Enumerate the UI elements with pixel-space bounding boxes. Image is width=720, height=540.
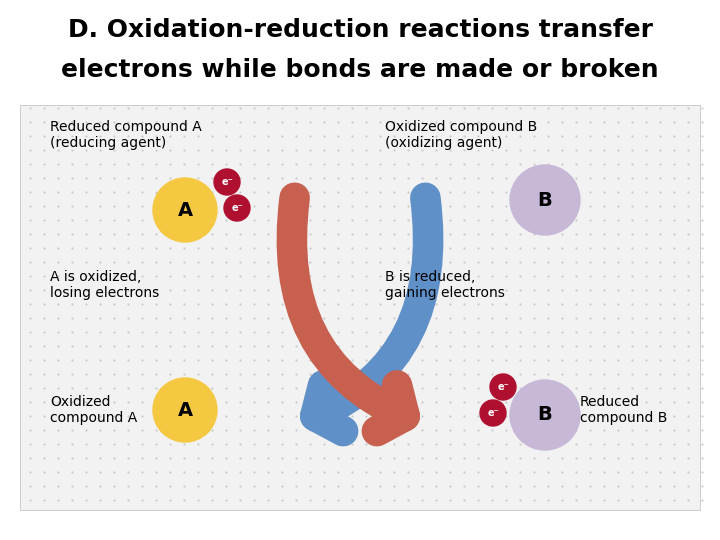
Text: electrons while bonds are made or broken: electrons while bonds are made or broken: [61, 58, 659, 82]
FancyArrowPatch shape: [315, 198, 428, 431]
Circle shape: [153, 178, 217, 242]
Text: Reduced
compound B: Reduced compound B: [580, 395, 667, 425]
Text: B: B: [538, 191, 552, 210]
Text: e⁻: e⁻: [497, 382, 509, 392]
Text: e⁻: e⁻: [231, 203, 243, 213]
Text: B is reduced,
gaining electrons: B is reduced, gaining electrons: [385, 270, 505, 300]
Text: A is oxidized,
losing electrons: A is oxidized, losing electrons: [50, 270, 159, 300]
Text: B: B: [538, 406, 552, 424]
Circle shape: [153, 378, 217, 442]
Text: Oxidized compound B
(oxidizing agent): Oxidized compound B (oxidizing agent): [385, 120, 537, 150]
Text: e⁻: e⁻: [487, 408, 499, 418]
Text: A: A: [177, 200, 192, 219]
Text: A: A: [177, 401, 192, 420]
Text: e⁻: e⁻: [221, 177, 233, 187]
Circle shape: [510, 165, 580, 235]
Circle shape: [510, 380, 580, 450]
Circle shape: [490, 374, 516, 400]
FancyArrowPatch shape: [292, 198, 405, 431]
Text: D. Oxidation-reduction reactions transfer: D. Oxidation-reduction reactions transfe…: [68, 18, 652, 42]
FancyBboxPatch shape: [20, 105, 700, 510]
Text: Oxidized
compound A: Oxidized compound A: [50, 395, 138, 425]
Circle shape: [214, 169, 240, 195]
Circle shape: [480, 400, 506, 426]
Circle shape: [224, 195, 250, 221]
Text: Reduced compound A
(reducing agent): Reduced compound A (reducing agent): [50, 120, 202, 150]
